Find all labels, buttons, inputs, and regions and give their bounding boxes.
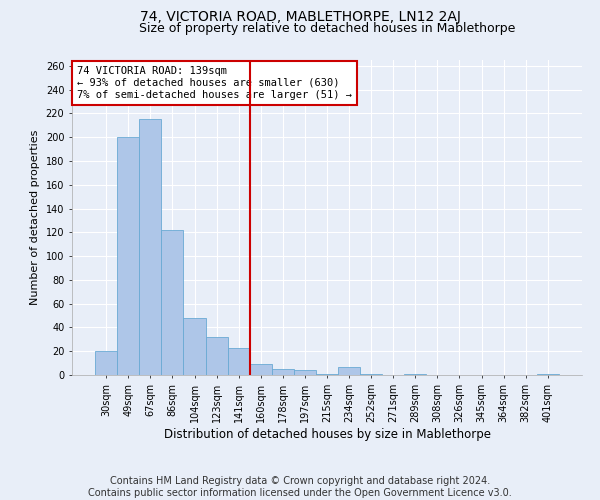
Y-axis label: Number of detached properties: Number of detached properties bbox=[30, 130, 40, 305]
X-axis label: Distribution of detached houses by size in Mablethorpe: Distribution of detached houses by size … bbox=[163, 428, 491, 440]
Bar bbox=[294, 370, 316, 375]
Bar bbox=[139, 120, 161, 375]
Bar bbox=[95, 351, 117, 375]
Title: Size of property relative to detached houses in Mablethorpe: Size of property relative to detached ho… bbox=[139, 22, 515, 35]
Bar bbox=[184, 318, 206, 375]
Bar bbox=[250, 364, 272, 375]
Bar bbox=[117, 138, 139, 375]
Text: Contains HM Land Registry data © Crown copyright and database right 2024.
Contai: Contains HM Land Registry data © Crown c… bbox=[88, 476, 512, 498]
Bar bbox=[272, 369, 294, 375]
Bar bbox=[360, 374, 382, 375]
Bar bbox=[227, 348, 250, 375]
Bar bbox=[537, 374, 559, 375]
Bar bbox=[206, 337, 227, 375]
Text: 74 VICTORIA ROAD: 139sqm
← 93% of detached houses are smaller (630)
7% of semi-d: 74 VICTORIA ROAD: 139sqm ← 93% of detach… bbox=[77, 66, 352, 100]
Bar bbox=[316, 374, 338, 375]
Bar bbox=[404, 374, 427, 375]
Text: 74, VICTORIA ROAD, MABLETHORPE, LN12 2AJ: 74, VICTORIA ROAD, MABLETHORPE, LN12 2AJ bbox=[140, 10, 460, 24]
Bar bbox=[338, 366, 360, 375]
Bar bbox=[161, 230, 184, 375]
